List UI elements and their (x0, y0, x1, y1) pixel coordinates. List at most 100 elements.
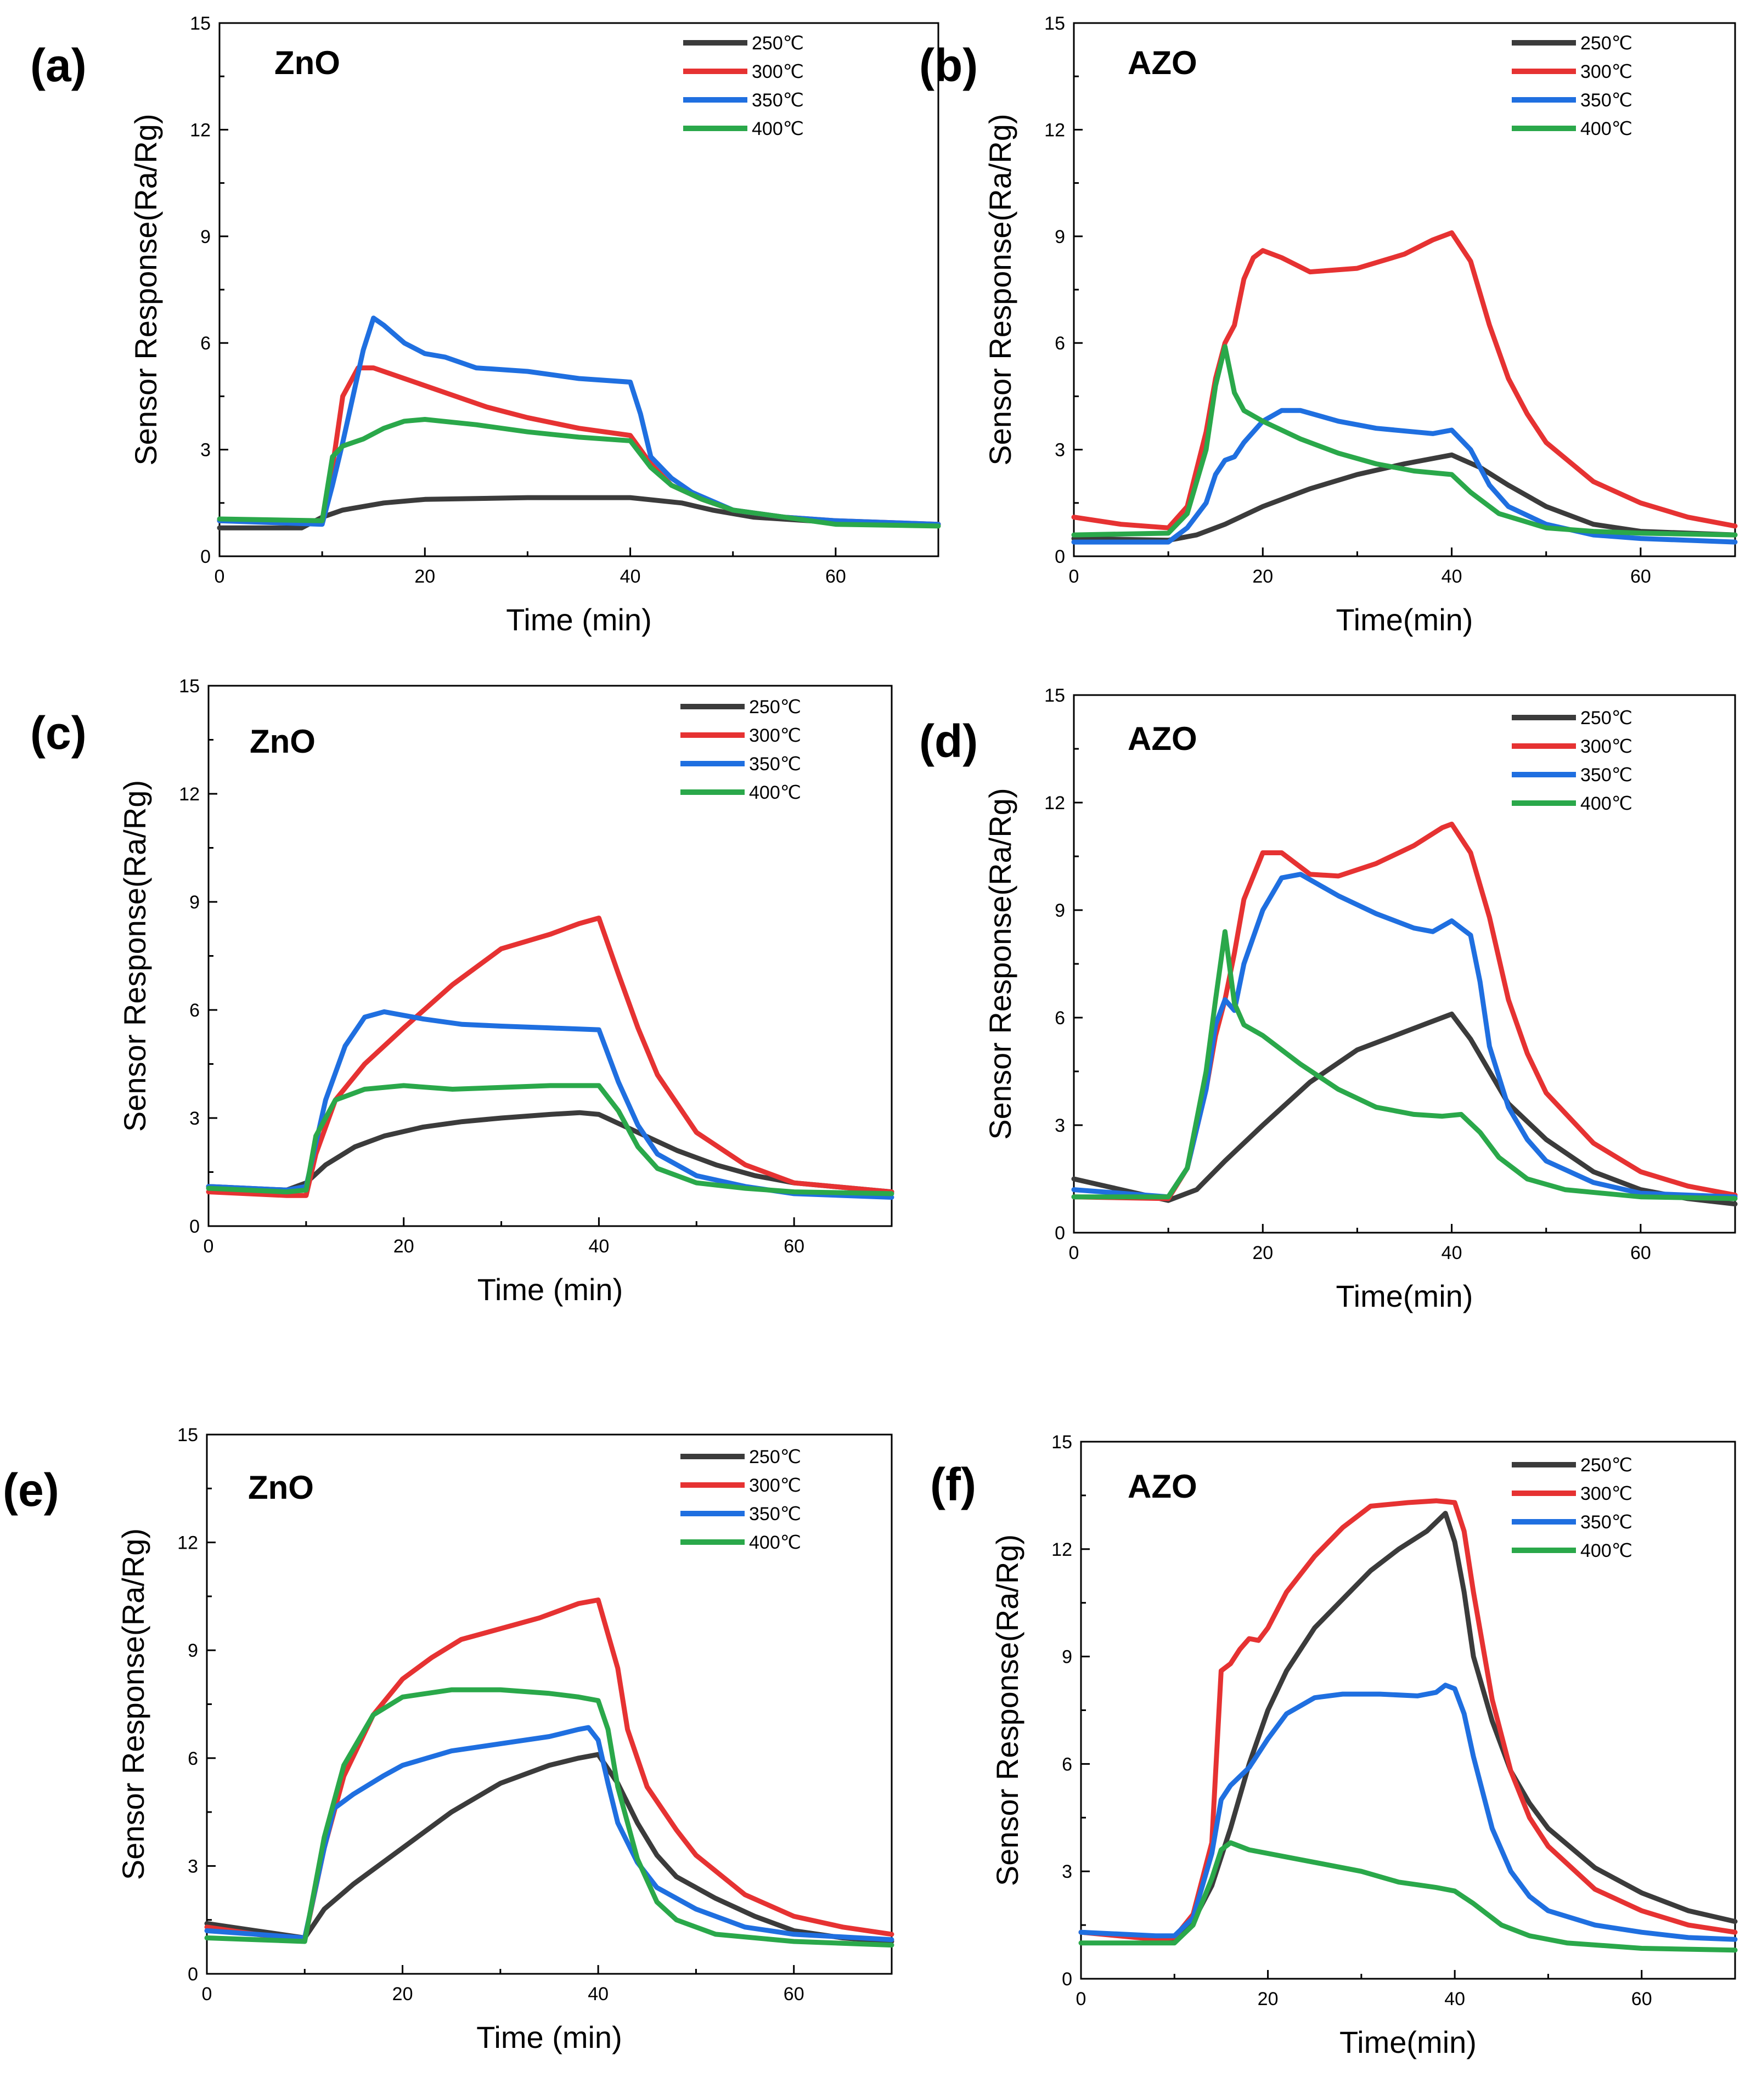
series-line-300 (206, 916, 894, 1198)
material-label: ZnO (274, 44, 340, 81)
y-tick-label: 6 (200, 333, 211, 354)
legend-label: 400℃ (749, 782, 801, 803)
series-line-250 (1071, 452, 1738, 543)
x-tick-label: 60 (1630, 566, 1651, 587)
legend-label: 300℃ (1580, 1483, 1632, 1504)
series-line-250 (206, 1110, 894, 1195)
legend-label: 300℃ (749, 1475, 801, 1496)
x-tick-label: 40 (1444, 1989, 1465, 2009)
series-line-350 (1071, 408, 1738, 545)
x-tick-label: 20 (1252, 566, 1273, 587)
y-axis-label: Sensor Response(Ra/Rg) (983, 788, 1017, 1139)
x-tick-label: 40 (589, 1236, 610, 1257)
y-tick-label: 6 (189, 1000, 200, 1021)
series-line-400 (206, 1083, 894, 1196)
x-tick-label: 40 (1442, 1243, 1462, 1263)
x-tick-label: 20 (392, 1984, 413, 2005)
panel-label: (f) (930, 1459, 976, 1510)
x-tick-label: 0 (202, 1984, 212, 2005)
x-tick-label: 60 (1631, 1989, 1652, 2009)
legend-label: 400℃ (1580, 793, 1632, 814)
x-tick-label: 60 (825, 566, 846, 587)
y-tick-label: 15 (1044, 13, 1065, 34)
plot-frame (1073, 694, 1736, 1234)
y-tick-label: 6 (188, 1748, 198, 1769)
series-line-350 (1078, 1683, 1738, 1942)
legend-label: 250℃ (1580, 1455, 1632, 1476)
legend-label: 300℃ (752, 61, 804, 82)
panel-label: (c) (30, 707, 87, 759)
x-tick-label: 60 (1630, 1243, 1651, 1263)
legend-label: 350℃ (1580, 765, 1632, 786)
y-tick-label: 6 (1062, 1754, 1072, 1775)
y-tick-label: 9 (188, 1640, 198, 1661)
material-label: ZnO (248, 1469, 314, 1506)
x-tick-label: 0 (215, 566, 225, 587)
material-label: AZO (1128, 1468, 1197, 1505)
legend-label: 300℃ (749, 725, 801, 746)
legend-label: 400℃ (1580, 118, 1632, 139)
x-axis-label: Time(min) (1336, 602, 1473, 637)
x-tick-label: 40 (588, 1984, 609, 2005)
x-tick-label: 60 (784, 1236, 804, 1257)
legend-label: 250℃ (1580, 708, 1632, 729)
panel-e: 0 20 40 60 0 3 6 9 12 15 Time (min) Sensor Response… (3, 1425, 894, 2054)
y-tick-label: 3 (200, 440, 211, 461)
legend-label: 300℃ (1580, 736, 1632, 757)
series-line-300 (1071, 821, 1738, 1201)
material-label: AZO (1128, 720, 1197, 757)
y-tick-label: 15 (179, 676, 200, 697)
x-tick-label: 0 (1076, 1989, 1086, 2009)
legend-label: 250℃ (749, 697, 801, 718)
material-label: ZnO (250, 723, 316, 760)
series-line-400 (1071, 344, 1738, 538)
material-label: AZO (1128, 44, 1197, 81)
legend-label: 250℃ (1580, 33, 1632, 54)
y-tick-label: 3 (1055, 440, 1065, 461)
legend-label: 400℃ (1580, 1540, 1632, 1561)
panel-label: (b) (919, 39, 978, 91)
panel-b: 0 20 40 60 0 3 6 9 12 15 Time(min) Sensor Response(… (919, 13, 1738, 637)
y-tick-label: 9 (1062, 1647, 1072, 1668)
x-tick-label: 60 (784, 1984, 804, 2005)
y-tick-label: 12 (177, 1533, 198, 1554)
y-tick-label: 3 (1055, 1115, 1065, 1136)
y-tick-label: 15 (190, 13, 211, 34)
y-axis-label: Sensor Response(Ra/Rg) (128, 114, 163, 465)
x-tick-label: 20 (414, 566, 435, 587)
panel-label: (d) (919, 715, 978, 767)
y-tick-label: 9 (1055, 900, 1065, 921)
x-tick-label: 40 (1442, 566, 1462, 587)
y-tick-label: 12 (190, 120, 211, 140)
series-line-400 (1071, 929, 1738, 1201)
y-tick-label: 9 (1055, 227, 1065, 247)
y-tick-label: 0 (188, 1964, 198, 1985)
y-tick-label: 9 (189, 892, 200, 913)
y-tick-label: 9 (200, 227, 211, 247)
y-tick-label: 12 (1051, 1539, 1072, 1560)
series-line-300 (1078, 1498, 1738, 1942)
panel-d: 0 20 40 60 0 3 6 9 12 15 Time(min) Sensor Response(… (919, 685, 1738, 1313)
y-tick-label: 0 (189, 1216, 200, 1237)
y-tick-label: 3 (188, 1856, 198, 1877)
legend-label: 250℃ (749, 1447, 801, 1467)
panel-c: 0 20 40 60 0 3 6 9 12 15 Time (min) Sensor Response… (30, 676, 894, 1307)
y-axis-label: Sensor Response(Ra/Rg) (116, 1528, 150, 1880)
y-axis-label: Sensor Response(Ra/Rg) (117, 780, 152, 1132)
y-tick-label: 0 (1062, 1969, 1072, 1990)
x-axis-label: Time (min) (476, 2020, 622, 2054)
x-axis-label: Time (min) (477, 1272, 623, 1307)
y-tick-label: 0 (1055, 1223, 1065, 1244)
y-tick-label: 3 (1062, 1861, 1072, 1882)
panel-label: (e) (3, 1464, 59, 1516)
x-tick-label: 0 (204, 1236, 214, 1257)
y-tick-label: 15 (1051, 1432, 1072, 1453)
series-line-250 (1078, 1511, 1738, 1942)
legend-label: 400℃ (752, 118, 804, 139)
x-axis-label: Time(min) (1339, 2025, 1477, 2059)
series-line-400 (1078, 1840, 1738, 1953)
x-tick-label: 0 (1069, 1243, 1079, 1263)
y-tick-label: 0 (200, 546, 211, 567)
series-line-300 (204, 1597, 894, 1943)
